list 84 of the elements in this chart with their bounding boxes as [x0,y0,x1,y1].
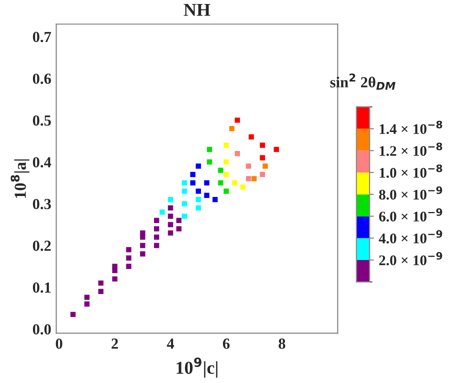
y-tick-label: 0.0 [32,324,51,335]
point [224,188,229,194]
point [112,264,118,269]
point [262,164,268,169]
point [154,234,160,240]
y-tick-label: 0.3 [32,198,51,210]
point [140,242,146,248]
point [224,172,229,178]
point [154,218,160,224]
point [218,168,224,173]
point [234,151,240,156]
point [196,205,201,211]
y-tick-label: 0.1 [32,282,51,293]
point [168,205,174,211]
point [182,188,188,194]
y-tick-label: 0.7 [32,32,52,42]
point [190,180,196,186]
x-tick-label: 2 [112,338,118,349]
point [112,276,118,282]
point [140,230,146,236]
color-bar-label: 1.0 × 10$^{−8}$ [380,164,442,178]
point [206,146,212,152]
point [168,230,174,236]
color-bar-title: sin$^{2}$ 2θ$_{DM}$ [330,74,396,90]
point [176,226,182,232]
point [224,142,229,148]
point [229,126,234,132]
point [154,242,160,248]
point [126,255,132,261]
point [204,192,210,198]
x-tick-label: 6 [222,338,230,349]
point [232,180,238,186]
point [274,146,279,152]
point [218,180,224,186]
color-bar-label: 6.0 × 10$^{−9}$ [379,208,442,222]
x-axis-title: 10$^{9}$|c| [176,357,218,378]
point [260,155,266,160]
point [168,222,174,228]
y-tick-label: 0.6 [32,74,51,84]
point [251,176,257,182]
point [196,188,201,194]
point [248,134,254,140]
point [224,159,229,165]
point [196,196,201,202]
point [84,301,90,307]
point [182,180,188,186]
color-bar-label: 2.0 × 10$^{−9}$ [379,252,442,266]
point [182,214,188,219]
point [204,180,210,186]
point [84,294,90,300]
point [196,164,201,169]
point [154,226,160,232]
x-tick-label: 8 [278,338,286,349]
point [140,251,146,256]
point [206,159,212,165]
point [260,172,266,178]
point [246,176,252,182]
point [260,142,266,148]
point [126,247,132,252]
point [176,218,182,224]
point [246,164,252,169]
point [190,172,196,178]
color-bar-label: 1.2 × 10$^{−8}$ [380,142,442,156]
x-tick-label: 0 [56,338,62,349]
point [240,184,246,190]
point [182,201,188,206]
y-tick-label: 0.4 [32,157,52,168]
chart-title: NH [184,4,210,16]
point [168,196,174,202]
point [212,196,218,202]
point [234,118,240,123]
color-bar-label: 4.0 × 10$^{−9}$ [378,230,442,244]
point [160,209,165,215]
color-bar-label: 8.0 × 10$^{−9}$ [379,186,442,200]
y-tick-label: 0.2 [32,240,51,252]
point [98,288,104,294]
color-bar-label: 1.4 × 10$^{−8}$ [380,120,442,134]
y-tick-label: 0.5 [32,115,51,126]
point [126,264,132,269]
x-tick-label: 4 [166,338,174,349]
point [70,312,76,318]
y-axis-title: 10$^{8}$|a| [10,159,30,198]
point [98,280,104,286]
point [168,214,174,219]
